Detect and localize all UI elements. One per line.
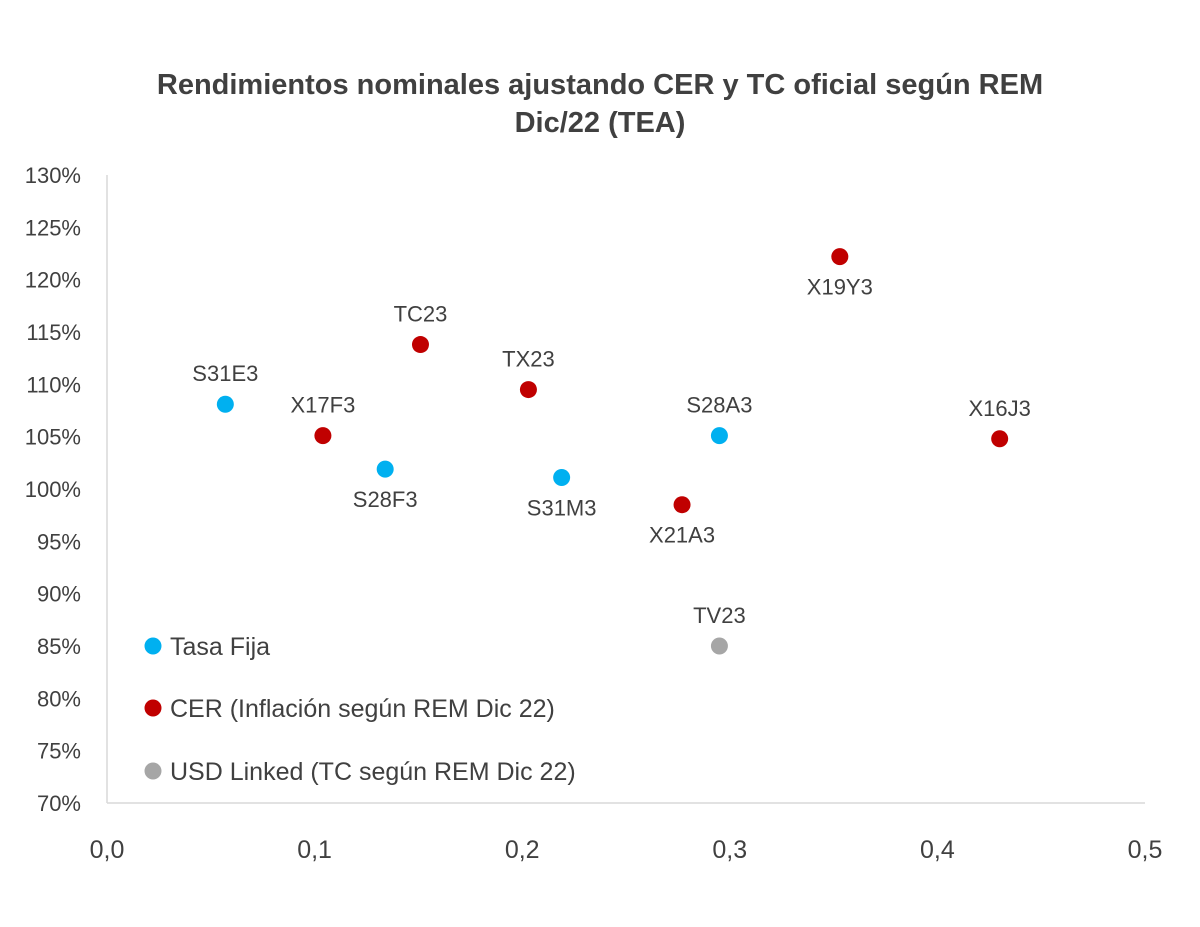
y-tick-label: 105% bbox=[25, 425, 81, 450]
data-point-x16j3 bbox=[991, 430, 1009, 448]
chart-title-line-2: Dic/22 (TEA) bbox=[514, 107, 686, 139]
legend-marker bbox=[144, 637, 162, 655]
y-tick-label: 110% bbox=[26, 372, 81, 397]
legend-marker bbox=[144, 699, 162, 717]
data-point-x17f3 bbox=[314, 427, 332, 445]
legend-label: Tasa Fija bbox=[170, 633, 270, 661]
y-tick-label: 125% bbox=[25, 215, 81, 240]
data-label-tc23: TC23 bbox=[394, 302, 448, 327]
data-point-tx23 bbox=[519, 381, 537, 399]
data-label-x16j3: X16J3 bbox=[968, 396, 1030, 421]
data-label-s31e3: S31E3 bbox=[192, 361, 258, 386]
y-tick-label: 95% bbox=[37, 529, 81, 554]
data-label-s28f3: S28F3 bbox=[353, 487, 418, 512]
y-tick-label: 100% bbox=[25, 477, 81, 502]
data-label-s31m3: S31M3 bbox=[527, 495, 597, 520]
chart-title: Rendimientos nominales ajustando CER y T… bbox=[0, 66, 1200, 142]
x-tick-label: 0,0 bbox=[90, 836, 125, 864]
y-tick-label: 115% bbox=[26, 320, 81, 345]
legend-label: USD Linked (TC según REM Dic 22) bbox=[170, 758, 576, 786]
chart-title-line-1: Rendimientos nominales ajustando CER y T… bbox=[156, 69, 1044, 101]
data-label-x21a3: X21A3 bbox=[649, 523, 715, 548]
data-point-x19y3 bbox=[831, 248, 849, 266]
y-tick-label: 120% bbox=[25, 268, 81, 293]
y-tick-label: 90% bbox=[37, 582, 81, 607]
data-label-x19y3: X19Y3 bbox=[807, 275, 873, 300]
x-tick-label: 0,3 bbox=[712, 836, 747, 864]
legend-label: CER (Inflación según REM Dic 22) bbox=[170, 695, 555, 723]
data-label-x17f3: X17F3 bbox=[290, 393, 355, 418]
data-point-s31m3 bbox=[553, 468, 571, 486]
data-point-x21a3 bbox=[673, 496, 691, 514]
data-point-s28a3 bbox=[710, 427, 728, 445]
data-label-s28a3: S28A3 bbox=[686, 393, 752, 418]
data-label-tx23: TX23 bbox=[502, 347, 555, 372]
data-points: S31E3 S28F3 S31M3 S28A3 X17F3 TC23 TX23 X21A3 X1… bbox=[192, 248, 1031, 655]
x-tick-label: 0,5 bbox=[1128, 836, 1163, 864]
data-point-tv23 bbox=[710, 637, 728, 655]
y-tick-label: 130% bbox=[25, 163, 81, 188]
y-tick-label: 75% bbox=[37, 739, 81, 764]
data-point-s31e3 bbox=[216, 395, 234, 413]
y-tick-label: 85% bbox=[37, 634, 81, 659]
data-label-tv23: TV23 bbox=[693, 603, 746, 628]
legend-marker bbox=[144, 762, 162, 780]
x-tick-label: 0,2 bbox=[505, 836, 540, 864]
y-tick-label: 80% bbox=[37, 686, 81, 711]
x-tick-label: 0,1 bbox=[297, 836, 332, 864]
x-tick-label: 0,4 bbox=[920, 836, 955, 864]
data-point-s28f3 bbox=[376, 460, 394, 478]
y-tick-label: 70% bbox=[37, 791, 81, 816]
axes: 70% 75% 80% 85% 90% 95% 100% 105% 110% 115% 120% 12… bbox=[25, 163, 1163, 864]
legend: Tasa Fija CER (Inflación según REM Dic 22… bbox=[144, 633, 576, 786]
data-point-tc23 bbox=[411, 336, 429, 354]
